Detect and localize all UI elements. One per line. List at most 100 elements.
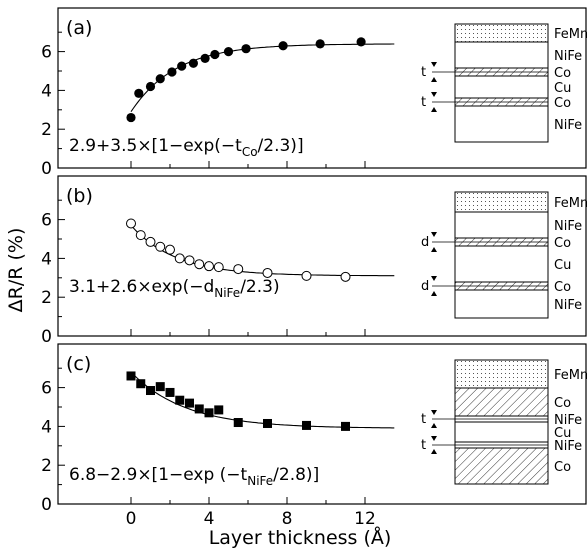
data-point <box>126 371 136 381</box>
data-point <box>241 44 251 54</box>
layer-label: NiFe <box>554 298 582 313</box>
data-point <box>155 74 165 84</box>
panel-label: (a) <box>66 17 92 39</box>
data-point <box>174 253 185 264</box>
data-point <box>136 379 146 389</box>
y-tick-label: 2 <box>41 288 52 308</box>
layer-label: Co <box>554 96 571 111</box>
data-point <box>165 244 175 255</box>
panel-b: 0246(b)3.1+2.6×exp(−dNiFe/2.3)FeMnNiFeCo… <box>41 175 587 347</box>
layer-label: FeMn <box>554 27 587 42</box>
data-point <box>146 386 155 396</box>
plot-frame <box>57 7 587 169</box>
x-tick-label: 12 <box>354 509 376 529</box>
data-point <box>302 420 311 430</box>
layer-nife <box>454 289 549 319</box>
y-tick-label: 0 <box>41 495 52 515</box>
layer-label: Co <box>554 236 571 251</box>
thickness-label: d <box>421 235 429 250</box>
y-tick-label: 0 <box>41 327 52 347</box>
data-point <box>126 112 136 123</box>
layer-label: NiFe <box>554 439 582 454</box>
layer-label: NiFe <box>554 413 582 428</box>
data-point <box>204 261 214 272</box>
data-point <box>188 58 198 68</box>
layer-label: Co <box>554 396 571 411</box>
layer-label: FeMn <box>554 368 587 383</box>
formula-tail: /2.3)] <box>258 136 304 156</box>
layer-nife <box>454 41 549 69</box>
layer-nife <box>454 105 549 143</box>
arrow-down-icon <box>431 92 437 97</box>
formula-subscript: Co <box>242 145 258 159</box>
layer-label: NiFe <box>554 219 582 234</box>
layer-nife <box>454 211 549 239</box>
arrow-down-icon <box>431 410 437 415</box>
x-axis-label: Layer thickness (Å) <box>209 526 392 549</box>
arrow-up-icon <box>431 449 437 454</box>
layer-label: NiFe <box>554 118 582 133</box>
layer-label: Cu <box>554 81 571 96</box>
formula-subscript: NiFe <box>214 286 240 300</box>
layer-co <box>454 387 549 417</box>
data-point <box>315 39 325 49</box>
data-point <box>155 382 165 392</box>
y-tick-label: 4 <box>41 81 52 101</box>
layer-femn <box>454 359 549 389</box>
y-tick-label: 6 <box>41 211 52 231</box>
data-point <box>134 88 144 98</box>
thickness-label: d <box>421 279 429 294</box>
layer-co <box>454 447 549 485</box>
y-tick-label: 2 <box>41 456 52 476</box>
layer-label: Co <box>554 460 571 475</box>
thickness-label: t <box>421 65 426 80</box>
arrow-up-icon <box>431 77 437 82</box>
thickness-label: t <box>421 95 426 110</box>
data-point <box>278 41 288 51</box>
y-tick-label: 2 <box>41 120 52 140</box>
arrow-down-icon <box>431 232 437 237</box>
arrow-down-icon <box>431 276 437 281</box>
data-point <box>223 47 234 57</box>
layer-label: Co <box>554 66 571 81</box>
data-point <box>155 241 166 252</box>
data-point <box>214 405 224 415</box>
panel-label: (b) <box>66 185 93 207</box>
arrow-down-icon <box>431 436 437 441</box>
data-point <box>204 408 214 418</box>
data-point <box>185 398 194 408</box>
plot-frame <box>57 175 587 337</box>
data-point <box>177 61 187 71</box>
layer-label: Cu <box>554 426 571 441</box>
layer-cu <box>454 75 549 99</box>
thickness-label: t <box>421 438 426 453</box>
formula-main: 2.9+3.5×[1−exp(−t <box>69 136 242 156</box>
data-point <box>194 404 204 414</box>
x-tick-label: 8 <box>282 509 293 529</box>
plot-frame <box>57 343 587 505</box>
layer-label: Cu <box>554 258 571 273</box>
arrow-up-icon <box>431 291 437 296</box>
panel-label: (c) <box>66 353 91 375</box>
data-point <box>194 259 205 270</box>
y-tick-label: 6 <box>41 379 52 399</box>
formula-main: 3.1+2.6×exp(−d <box>69 277 214 297</box>
data-point <box>301 270 312 281</box>
data-point <box>126 218 136 229</box>
data-point <box>356 37 366 47</box>
data-point <box>184 255 195 266</box>
data-point <box>135 230 146 241</box>
formula-tail: /2.3) <box>240 277 279 297</box>
fit-curve <box>130 43 395 113</box>
data-point <box>210 49 220 60</box>
data-point <box>340 271 351 282</box>
y-tick-label: 4 <box>41 249 52 269</box>
data-point <box>262 267 273 278</box>
thickness-label: t <box>421 412 426 427</box>
layer-femn <box>454 23 549 43</box>
fit-curve <box>130 371 395 429</box>
arrow-up-icon <box>431 107 437 112</box>
x-tick-label: 0 <box>126 509 137 529</box>
